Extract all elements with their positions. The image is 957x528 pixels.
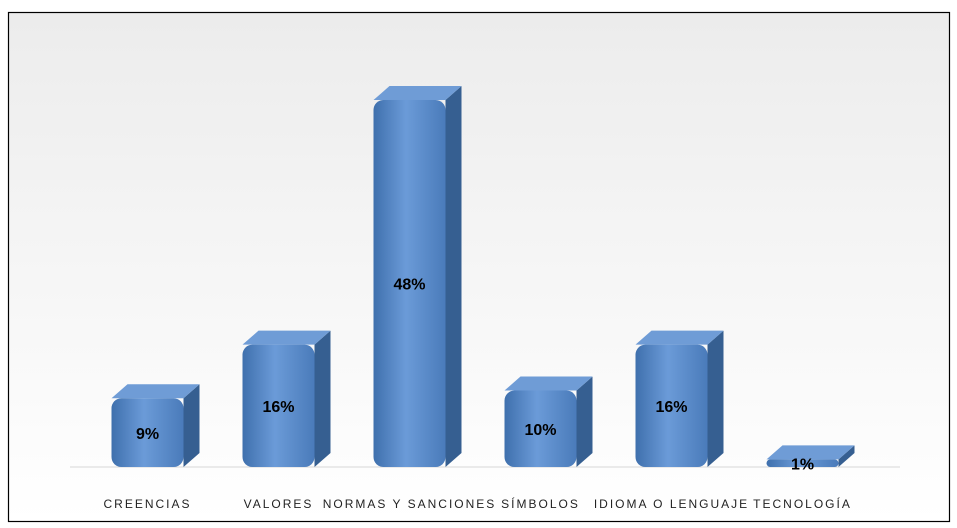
value-label: 1% [791,456,814,473]
x-tick-label: CREENCIAS [103,497,191,511]
bar-side [576,376,593,467]
bar [504,390,577,467]
x-tick-label: IDIOMA O LENGUAJE [594,497,749,511]
bar-top [766,445,855,460]
value-label: 9% [136,426,159,443]
x-tick-label: VALORES [244,497,314,511]
value-label: 48% [393,277,425,294]
bar-top [242,330,331,345]
value-label: 16% [262,399,294,416]
x-tick-label: TECNOLOGÍA [753,496,852,511]
bar [766,459,839,467]
x-tick-label: SÍMBOLOS [501,496,580,511]
bar-top [111,384,200,399]
value-label: 10% [524,422,556,439]
bar [635,344,708,467]
bar-top [504,376,593,391]
bar-side [707,330,724,467]
bar [111,398,184,467]
bar-side [445,86,462,467]
bar-top [373,86,462,100]
value-label: 16% [655,399,687,416]
bar-side [183,384,200,467]
bar-side [838,445,855,467]
bar-top [635,330,724,345]
bar [373,100,446,467]
x-tick-label: NORMAS Y SANCIONES [323,497,497,511]
bar [242,344,315,467]
bar-side [314,330,331,467]
